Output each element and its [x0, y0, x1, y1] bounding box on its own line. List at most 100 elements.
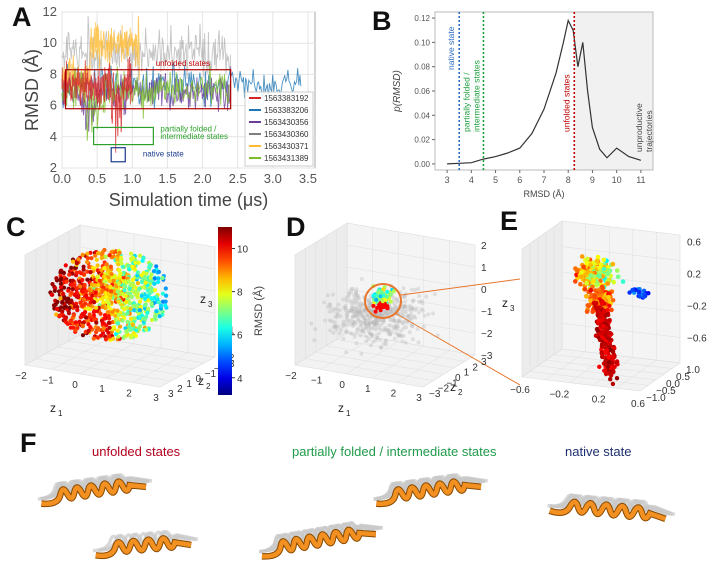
d-grey-point — [378, 327, 383, 332]
e-box-grid — [561, 297, 681, 313]
d-grey-point — [363, 321, 368, 326]
e-point — [637, 294, 642, 299]
scatter-point — [102, 316, 107, 321]
scatter-point — [78, 284, 83, 289]
d-grey-point — [396, 318, 401, 323]
d-grey-point — [349, 306, 354, 310]
scatter-point — [103, 254, 108, 259]
d-grey-point — [352, 306, 357, 311]
scatter-point — [137, 314, 142, 319]
scatter-point — [132, 316, 137, 321]
d-grey-point — [374, 332, 379, 337]
d-connector-top — [400, 278, 520, 296]
d-grey-point — [369, 308, 374, 313]
d-grey-point — [354, 321, 359, 326]
e-point — [584, 294, 589, 299]
e-point — [602, 355, 607, 360]
d-grey-point — [356, 310, 360, 315]
d-grey-point — [326, 293, 330, 298]
e-point — [579, 274, 584, 279]
e-point — [597, 273, 602, 279]
e-point — [605, 271, 611, 277]
scatter-point — [94, 305, 99, 310]
scatter-point — [93, 293, 98, 298]
e-point — [584, 309, 590, 314]
d-grey-point — [370, 332, 375, 337]
scatter-point — [55, 306, 60, 312]
d-grey-point — [354, 290, 359, 295]
c-box-grid — [132, 352, 189, 383]
d-grey-point — [377, 331, 382, 336]
d-grey-point — [394, 326, 399, 331]
panel-f-structures — [37, 473, 676, 560]
d-grey-point — [386, 331, 391, 336]
native-box — [110, 147, 126, 163]
e-point — [605, 281, 611, 286]
y-tick-label: 0.00 — [414, 160, 430, 169]
y-axis-label: p(RMSD) — [392, 70, 403, 113]
scatter-point — [58, 296, 63, 301]
panel-label-a: A — [12, 2, 32, 32]
series-line-1563383192 — [61, 56, 133, 153]
d-grey-point — [379, 345, 384, 350]
e-point — [606, 360, 612, 365]
d-grey-point — [329, 319, 334, 324]
d-grey-point — [344, 350, 349, 355]
scatter-point — [128, 316, 134, 321]
x-tick-label: 1.0 — [123, 171, 141, 186]
d-grey-point — [350, 286, 355, 291]
scatter-point — [106, 313, 111, 318]
d-x-tick: −1 — [311, 375, 323, 386]
scatter-point — [154, 309, 159, 314]
scatter-point — [163, 286, 168, 291]
scatter-point — [122, 307, 127, 312]
d-grey-point — [371, 320, 376, 325]
colorbar-label: RMSD (Å) — [252, 286, 265, 336]
c-box-grid — [46, 352, 183, 376]
scatter-point — [97, 291, 102, 297]
scatter-point — [117, 268, 122, 273]
d-grey-point — [344, 312, 349, 317]
e-point — [605, 335, 610, 340]
scatter-point — [73, 320, 78, 325]
scatter-point — [127, 267, 132, 272]
e-point — [578, 281, 583, 287]
d-grey-point — [366, 329, 371, 334]
e-point — [601, 323, 606, 328]
e-point — [606, 354, 611, 360]
d-grey-point — [363, 326, 368, 331]
x-tick-label: 10 — [612, 175, 622, 185]
panel-label-c: C — [6, 212, 26, 242]
d-grey-point — [382, 309, 387, 314]
d-grey-point — [350, 314, 355, 319]
d-grey-point — [400, 320, 405, 325]
scatter-point — [59, 276, 64, 281]
d-grey-point — [352, 320, 357, 325]
scatter-point — [99, 255, 104, 261]
d-grey-point — [352, 293, 356, 298]
d-grey-point — [406, 307, 411, 312]
d-grey-point — [385, 313, 390, 318]
scatter-point — [109, 250, 114, 255]
d-grey-point — [392, 325, 397, 330]
scatter-point — [81, 272, 86, 277]
d-grey-point — [344, 329, 349, 334]
scatter-point — [160, 291, 165, 296]
d-grey-point — [385, 329, 390, 334]
x-axis-label: Simulation time (μs) — [109, 190, 268, 210]
d-grey-point — [416, 340, 421, 345]
e-point — [611, 279, 617, 285]
d-grey-point — [370, 309, 375, 314]
d-grey-point — [351, 300, 356, 305]
d-grey-point — [432, 292, 437, 297]
d-grey-point — [407, 330, 412, 335]
d-box-grid — [305, 358, 434, 381]
d-z3-sub: 3 — [510, 304, 515, 313]
scatter-point — [91, 299, 96, 305]
scatter-point — [102, 279, 107, 284]
e-point — [608, 377, 613, 382]
d-grey-point — [399, 334, 404, 339]
scatter-point — [102, 313, 108, 318]
d-grey-point — [367, 321, 372, 326]
y-tick-label: 6 — [50, 98, 57, 113]
